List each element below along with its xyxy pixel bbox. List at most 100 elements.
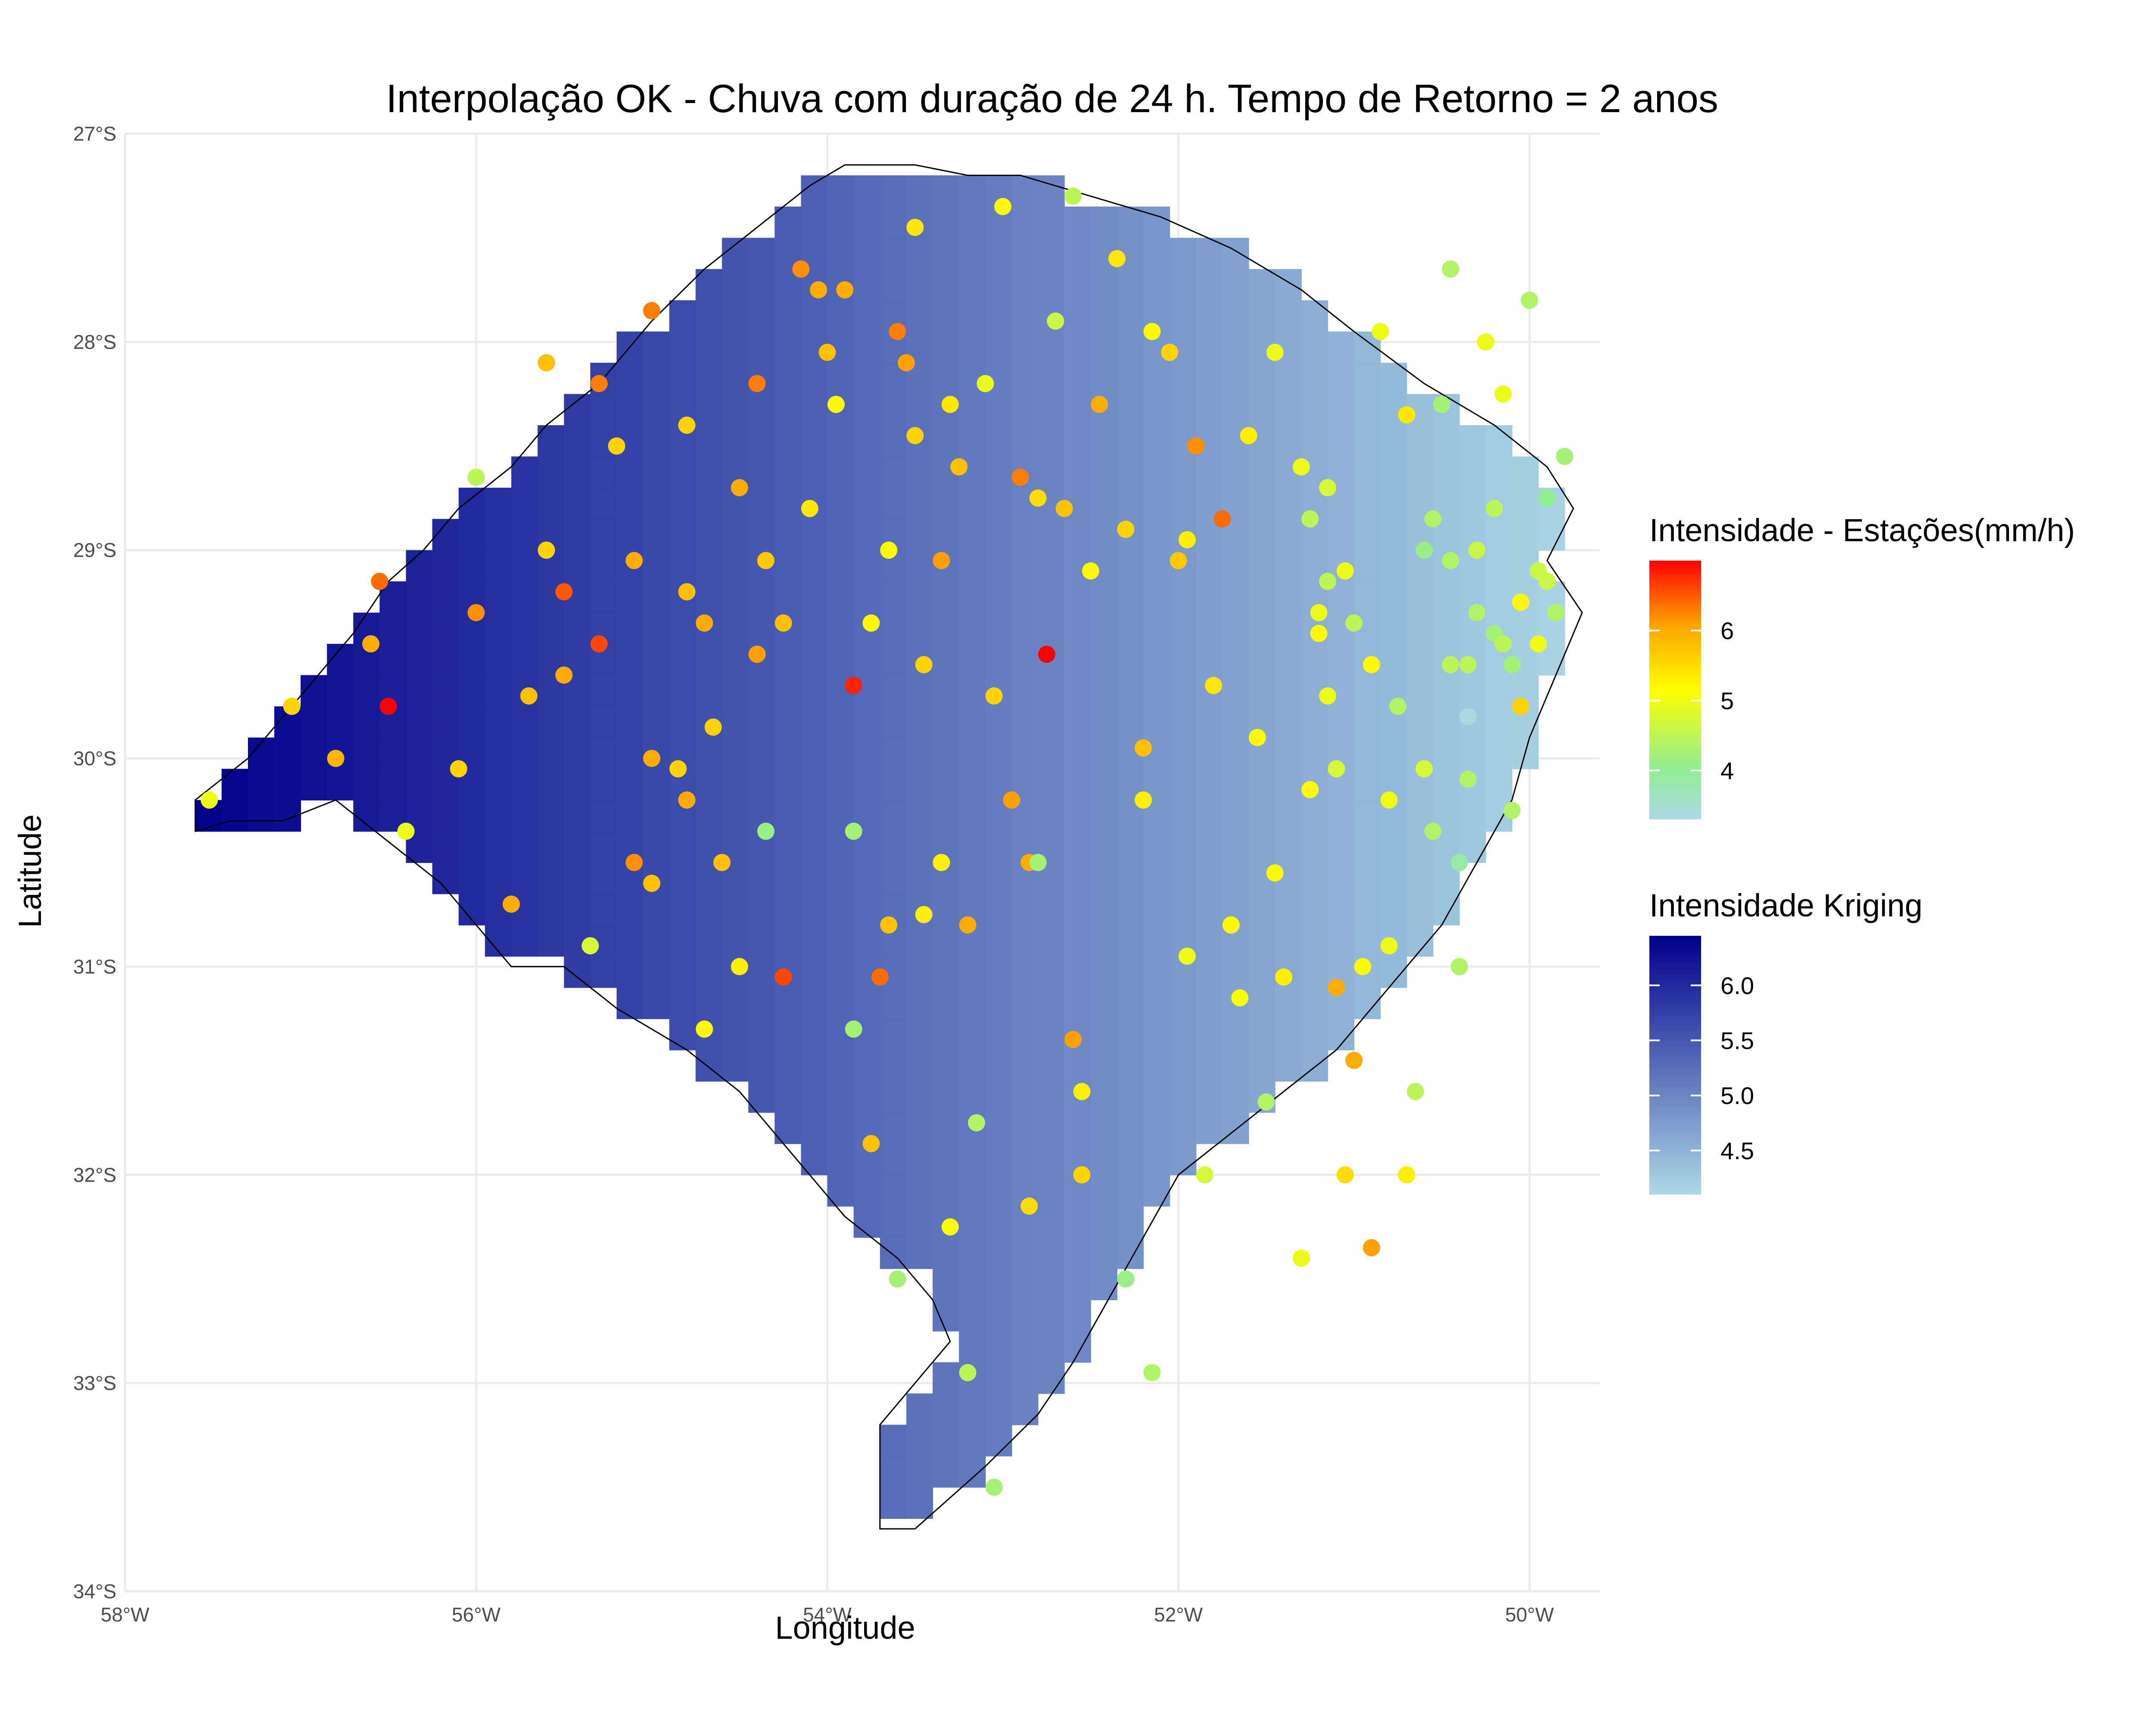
raster-cell xyxy=(1064,737,1091,769)
raster-cell xyxy=(827,862,854,894)
station-point xyxy=(1169,552,1187,569)
station-point xyxy=(1266,864,1284,882)
raster-cell xyxy=(932,956,959,988)
raster-cell xyxy=(906,1456,933,1488)
raster-cell xyxy=(1091,1143,1118,1176)
raster-cell xyxy=(722,519,749,551)
station-point xyxy=(1240,427,1257,445)
raster-cell xyxy=(379,612,407,644)
station-point xyxy=(889,1270,906,1288)
station-point xyxy=(906,427,924,445)
station-point xyxy=(1178,947,1196,965)
raster-cell xyxy=(1012,300,1039,332)
legend-kriging: Intensidade Kriging 6.0 5.5 5.0 4.5 xyxy=(1649,888,1923,1195)
raster-cell xyxy=(774,800,802,832)
raster-cell xyxy=(485,768,512,801)
raster-cell xyxy=(801,581,828,613)
raster-cell xyxy=(1117,894,1144,925)
station-point xyxy=(590,375,608,392)
station-point xyxy=(1433,395,1451,413)
raster-cell xyxy=(1038,456,1065,488)
raster-cell xyxy=(406,612,433,644)
raster-cell xyxy=(1301,425,1328,457)
station-point xyxy=(1503,656,1521,674)
raster-cell xyxy=(1012,238,1039,270)
legend-kriging-ticks: 6.0 5.5 5.0 4.5 xyxy=(1649,972,1754,1164)
raster-cell xyxy=(932,1175,959,1207)
station-point xyxy=(327,750,345,767)
raster-cell xyxy=(1169,675,1197,707)
raster-cell xyxy=(696,768,723,801)
x-tick-label: 54°W xyxy=(803,1603,852,1626)
raster-cell xyxy=(1012,1237,1039,1269)
raster-cell xyxy=(1485,456,1513,488)
raster-cell xyxy=(590,737,617,769)
raster-cell xyxy=(827,519,854,551)
raster-cell xyxy=(643,925,670,957)
raster-cell xyxy=(643,831,670,863)
station-point xyxy=(1319,573,1336,590)
legend-tick-label: 5.5 xyxy=(1720,1027,1754,1054)
raster-cell xyxy=(511,550,538,582)
raster-cell xyxy=(1248,1050,1275,1082)
station-point xyxy=(880,916,898,934)
raster-cell xyxy=(853,987,881,1019)
station-point xyxy=(1485,500,1503,518)
raster-cell xyxy=(643,487,670,520)
raster-cell xyxy=(853,238,881,270)
raster-cell xyxy=(985,737,1012,769)
raster-cell xyxy=(564,737,591,769)
station-point xyxy=(792,260,810,278)
raster-cell xyxy=(1012,1300,1039,1332)
raster-cell xyxy=(748,487,775,520)
raster-cell xyxy=(853,487,881,520)
raster-cell xyxy=(221,800,248,832)
raster-cell xyxy=(1091,1019,1118,1051)
station-point xyxy=(362,635,379,652)
raster-cell xyxy=(774,675,802,707)
station-point xyxy=(201,791,218,809)
raster-cell xyxy=(1064,456,1091,488)
raster-cell xyxy=(959,550,986,582)
raster-cell xyxy=(985,238,1012,270)
raster-cell xyxy=(617,519,644,551)
raster-cell xyxy=(458,519,486,551)
raster-cell xyxy=(485,612,512,644)
station-point xyxy=(520,687,538,705)
station-point xyxy=(467,604,485,621)
raster-cell xyxy=(1091,768,1118,801)
raster-cell xyxy=(722,550,749,582)
raster-cell xyxy=(959,675,986,707)
raster-cell xyxy=(880,831,907,863)
raster-cell xyxy=(1117,644,1144,676)
raster-cell xyxy=(880,737,907,769)
raster-cell xyxy=(880,1487,907,1519)
station-point xyxy=(1345,614,1363,632)
raster-cell xyxy=(643,987,670,1019)
raster-cell xyxy=(748,300,775,332)
raster-cell xyxy=(853,269,881,301)
raster-cell xyxy=(1143,456,1170,488)
raster-cell xyxy=(985,612,1012,644)
raster-cell xyxy=(932,207,959,238)
raster-cell xyxy=(985,862,1012,894)
raster-cell xyxy=(617,894,644,925)
raster-cell xyxy=(1380,550,1407,582)
raster-cell xyxy=(959,612,986,644)
raster-cell xyxy=(932,644,959,676)
raster-cell xyxy=(485,675,512,707)
raster-cell xyxy=(880,1206,907,1238)
station-point xyxy=(1468,541,1485,559)
raster-cell xyxy=(774,831,802,863)
legend-tick-label: 5.0 xyxy=(1720,1082,1754,1109)
raster-cell xyxy=(827,706,854,738)
raster-cell xyxy=(959,394,986,426)
raster-cell xyxy=(827,644,854,676)
station-point xyxy=(678,791,696,809)
raster-cell xyxy=(590,706,617,738)
raster-cell xyxy=(722,675,749,707)
station-point xyxy=(467,468,485,486)
raster-cell xyxy=(1354,894,1381,925)
raster-cell xyxy=(1275,487,1302,520)
raster-cell xyxy=(1038,987,1065,1019)
